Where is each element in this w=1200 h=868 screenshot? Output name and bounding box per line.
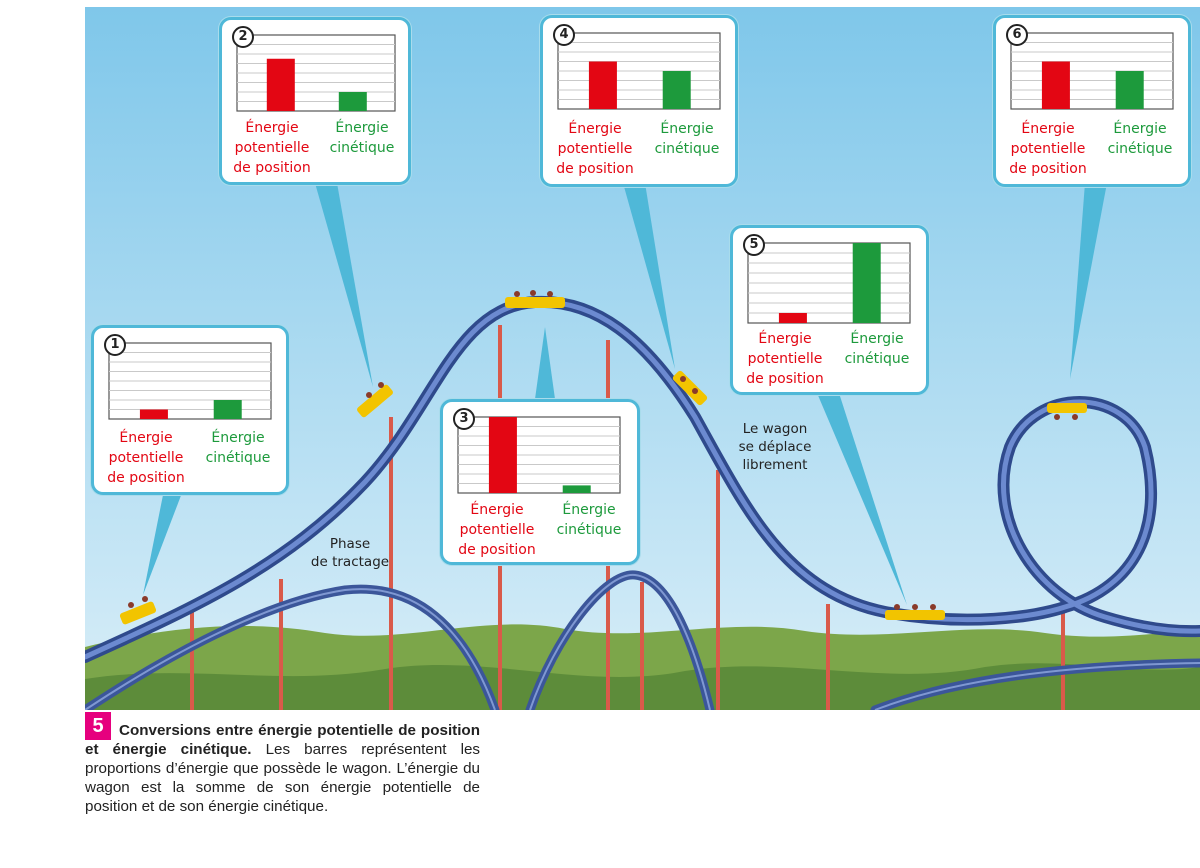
kinetic-energy-label: Énergie cinétique [654, 121, 720, 157]
potential-energy-label: Énergie potentielle de position [233, 120, 311, 176]
figure-caption: 5 Conversions entre énergie potentielle d… [85, 712, 480, 816]
kinetic-energy-bar [338, 92, 367, 111]
kinetic-energy-bar [852, 243, 881, 323]
caption-title: Conversions entre énergie potentielle de… [85, 722, 480, 758]
energy-panel-6: 6 Énergie potentielle de position Énergie c… [993, 15, 1191, 187]
wagon-6 [1047, 403, 1087, 420]
potential-energy-label: Énergie potentielle de position [107, 430, 185, 486]
wagon-1 [119, 596, 157, 625]
kinetic-energy-bar [1115, 71, 1144, 109]
potential-energy-label: Énergie potentielle de position [458, 502, 536, 558]
kinetic-energy-label: Énergie cinétique [205, 430, 271, 466]
wagon-4 [672, 370, 708, 406]
energy-bar-chart-6 [1010, 32, 1174, 110]
free-movement-note: Le wagon se déplace librement [738, 421, 812, 473]
energy-panel-1: 1 Énergie potentielle de position Énergie c… [91, 325, 289, 495]
wagon-3 [505, 290, 565, 308]
potential-energy-bar [778, 313, 807, 323]
panel-number-2: 2 [232, 26, 254, 48]
energy-panel-3: 3 Énergie potentielle de position Énergie c… [440, 399, 640, 565]
panel-number-5: 5 [743, 234, 765, 256]
caption-body: Les barres représentent les proportions … [85, 741, 480, 815]
kinetic-energy-bar [213, 400, 242, 419]
roller-coaster-illustration: 1 Énergie potentielle de position Énergie c… [85, 7, 1200, 710]
potential-energy-label: Énergie potentielle de position [1009, 121, 1087, 177]
kinetic-energy-label: Énergie cinétique [844, 331, 910, 367]
energy-bar-chart-4 [557, 32, 721, 110]
potential-energy-label: Énergie potentielle de position [556, 121, 634, 177]
traction-phase-note: Phase de tractage [310, 536, 390, 570]
wagon-2 [357, 382, 393, 418]
panel-number-4: 4 [553, 24, 575, 46]
potential-energy-bar [588, 61, 617, 109]
energy-bar-chart-2 [236, 34, 396, 112]
wagon-5 [885, 604, 945, 620]
figure-number-badge: 5 [85, 712, 111, 740]
kinetic-energy-label: Énergie cinétique [1107, 121, 1173, 157]
panel-number-1: 1 [104, 334, 126, 356]
potential-energy-label: Énergie potentielle de position [746, 331, 824, 387]
potential-energy-bar [1041, 61, 1070, 109]
kinetic-energy-bar [662, 71, 691, 109]
potential-energy-bar [488, 417, 517, 493]
potential-energy-bar [139, 409, 168, 419]
energy-panel-2: 2 Énergie potentielle de position Énergie c… [219, 17, 411, 185]
panel-number-3: 3 [453, 408, 475, 430]
potential-energy-bar [266, 58, 295, 111]
energy-bar-chart-1 [108, 342, 272, 420]
energy-panel-4: 4 Énergie potentielle de position Énergie c… [540, 15, 738, 187]
energy-panel-5: 5 Énergie potentielle de position Énergie c… [730, 225, 929, 395]
kinetic-energy-label: Énergie cinétique [329, 120, 395, 156]
energy-bar-chart-5 [747, 242, 911, 324]
kinetic-energy-label: Énergie cinétique [556, 502, 622, 538]
kinetic-energy-bar [562, 485, 591, 493]
energy-bar-chart-3 [457, 416, 621, 494]
panel-number-6: 6 [1006, 24, 1028, 46]
